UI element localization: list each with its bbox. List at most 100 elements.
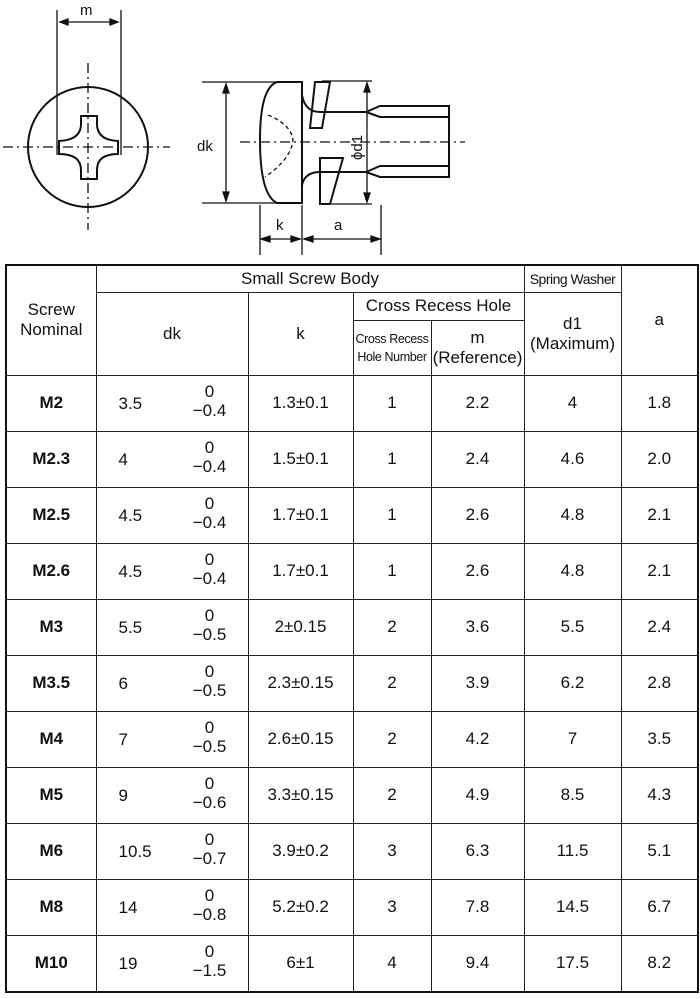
cell-dk: 4.5 0 −0.4	[95, 486, 249, 544]
cell-nominal: M5	[5, 766, 97, 824]
dk-upper: 0	[204, 941, 215, 961]
m-label: m	[80, 2, 93, 19]
dk-tolerance: 0 −0.5	[189, 662, 231, 700]
cell-a: 2.1	[620, 486, 699, 544]
dk-tolerance: 0 −0.4	[189, 550, 231, 588]
cell-k: 2±0.15	[247, 598, 354, 656]
dk-tolerance: 0 −0.5	[189, 718, 231, 756]
cell-d1: 4.8	[523, 542, 622, 600]
dk-upper: 0	[204, 773, 215, 793]
cell-a: 3.5	[620, 710, 699, 768]
dk-value: 9	[118, 785, 128, 805]
cell-k: 5.2±0.2	[247, 878, 354, 936]
cell-nominal: M3	[5, 598, 97, 656]
cell-d1: 4.6	[523, 430, 622, 488]
cell-a: 6.7	[620, 878, 699, 936]
dk-lower: −0.5	[192, 736, 227, 756]
cell-k: 1.7±0.1	[247, 486, 354, 544]
dk-lower: −0.8	[192, 904, 227, 924]
cell-k: 1.7±0.1	[247, 542, 354, 600]
dk-value: 4	[118, 449, 128, 469]
side-view: dk ϕd1 k a	[197, 80, 465, 255]
dk-upper: 0	[204, 605, 215, 625]
dk-upper: 0	[204, 829, 215, 849]
cell-hole-number: 4	[352, 934, 432, 992]
cell-hole-number: 3	[352, 878, 432, 936]
table-row: M6 10.5 0 −0.7 3.9±0.2 3 6.3 11.5 5.1	[5, 822, 699, 880]
dk-tolerance: 0 −0.6	[189, 774, 231, 812]
cell-dk: 6 0 −0.5	[95, 654, 249, 712]
dk-upper: 0	[204, 493, 215, 513]
dk-lower: −0.4	[192, 568, 227, 588]
cell-nominal: M2.5	[5, 486, 97, 544]
cell-a: 2.0	[620, 430, 699, 488]
header-cross-recess-hole-number: Cross Recess Hole Number	[352, 319, 432, 376]
cell-dk: 4 0 −0.4	[95, 430, 249, 488]
header-hole-number-label: Cross Recess Hole Number	[355, 331, 429, 364]
header-small-screw-body: Small Screw Body	[95, 264, 525, 293]
k-label: k	[276, 217, 284, 234]
table-row: M2.5 4.5 0 −0.4 1.7±0.1 1 2.6 4.8 2.1	[5, 486, 699, 544]
cell-m: 4.9	[430, 766, 525, 824]
cell-m: 9.4	[430, 934, 525, 992]
cell-hole-number: 1	[352, 430, 432, 488]
dk-lower: −0.4	[192, 512, 227, 532]
dk-upper: 0	[204, 437, 215, 457]
cell-k: 6±1	[247, 934, 354, 992]
dk-value: 4.5	[118, 561, 143, 581]
cell-hole-number: 2	[352, 598, 432, 656]
cell-k: 2.6±0.15	[247, 710, 354, 768]
cell-d1: 4.8	[523, 486, 622, 544]
cell-dk: 9 0 −0.6	[95, 766, 249, 824]
cell-m: 3.6	[430, 598, 525, 656]
cell-d1: 11.5	[523, 822, 622, 880]
cell-nominal: M2.6	[5, 542, 97, 600]
cell-d1: 6.2	[523, 654, 622, 712]
cell-d1: 8.5	[523, 766, 622, 824]
dk-value: 5.5	[118, 617, 143, 637]
dk-lower: −1.5	[192, 960, 227, 980]
dk-tolerance: 0 −0.4	[189, 382, 231, 420]
dk-lower: −0.7	[192, 848, 227, 868]
dk-lower: −0.5	[192, 624, 227, 644]
dk-tolerance: 0 −0.4	[189, 438, 231, 476]
cell-a: 2.4	[620, 598, 699, 656]
cell-dk: 4.5 0 −0.4	[95, 542, 249, 600]
dk-value: 14	[118, 897, 138, 917]
cell-nominal: M2	[5, 374, 97, 432]
top-view: m	[3, 2, 170, 230]
cell-d1: 17.5	[523, 934, 622, 992]
cell-a: 5.1	[620, 822, 699, 880]
dk-value: 7	[118, 729, 128, 749]
table-row: M4 7 0 −0.5 2.6±0.15 2 4.2 7 3.5	[5, 710, 699, 768]
dk-label: dk	[197, 138, 213, 155]
table-row: M2.6 4.5 0 −0.4 1.7±0.1 1 2.6 4.8 2.1	[5, 542, 699, 600]
cell-a: 8.2	[620, 934, 699, 992]
dk-upper: 0	[204, 661, 215, 681]
header-cross-recess-hole: Cross Recess Hole	[352, 291, 525, 321]
dk-upper: 0	[204, 885, 215, 905]
header-d1-sub: (Maximum)	[530, 333, 615, 353]
screw-dimension-table: Screw Nominal Small Screw Body Spring Wa…	[5, 264, 699, 993]
screw-drawing: m dk ϕd1 k a	[3, 2, 465, 255]
dk-value: 4.5	[118, 505, 143, 525]
dk-upper: 0	[204, 717, 215, 737]
header-d1: d1 (Maximum)	[523, 291, 622, 376]
header-m-sub: (Reference)	[432, 347, 523, 367]
dk-value: 19	[118, 953, 138, 973]
cell-m: 2.4	[430, 430, 525, 488]
cell-nominal: M4	[5, 710, 97, 768]
cell-d1: 4	[523, 374, 622, 432]
table-row: M3 5.5 0 −0.5 2±0.15 2 3.6 5.5 2.4	[5, 598, 699, 656]
dk-lower: −0.4	[192, 456, 227, 476]
d1-label: ϕd1	[349, 135, 366, 160]
cell-dk: 5.5 0 −0.5	[95, 598, 249, 656]
dk-upper: 0	[204, 381, 215, 401]
cell-k: 2.3±0.15	[247, 654, 354, 712]
cell-k: 1.3±0.1	[247, 374, 354, 432]
header-k: k	[247, 291, 354, 376]
cell-m: 4.2	[430, 710, 525, 768]
cell-hole-number: 2	[352, 710, 432, 768]
header-m: m (Reference)	[430, 319, 525, 376]
table-row: M2.3 4 0 −0.4 1.5±0.1 1 2.4 4.6 2.0	[5, 430, 699, 488]
